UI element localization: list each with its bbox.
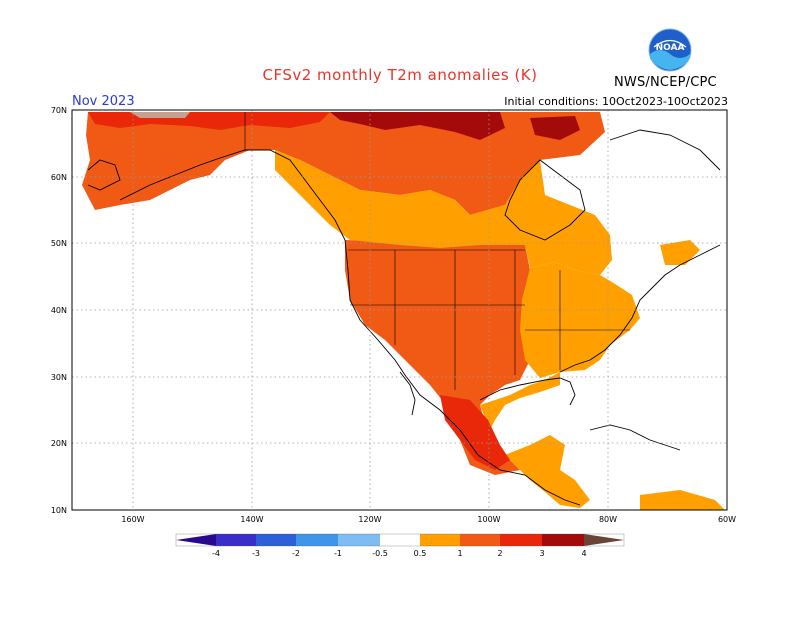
legend-label: -1 bbox=[334, 549, 342, 558]
anomaly-region-1to2-conus-mexico bbox=[345, 240, 530, 475]
legend-label: -4 bbox=[212, 549, 220, 558]
legend-swatch bbox=[296, 534, 338, 546]
lon-axis: 160W 140W 120W 100W 80W 60W bbox=[121, 515, 736, 524]
legend-swatch bbox=[420, 534, 460, 546]
forecast-month: Nov 2023 bbox=[72, 94, 135, 109]
anomaly-region-0p5to1-eastern-us bbox=[520, 262, 640, 378]
legend-swatch bbox=[542, 534, 584, 546]
legend-label: -3 bbox=[252, 549, 260, 558]
legend-label: 3 bbox=[539, 549, 544, 558]
legend-label: -0.5 bbox=[372, 549, 388, 558]
anomaly-fields bbox=[82, 112, 725, 510]
legend-arrow-low bbox=[176, 534, 216, 546]
political-borders bbox=[244, 112, 630, 390]
logo-text: NOAA bbox=[656, 43, 685, 53]
lat-label: 40N bbox=[51, 306, 67, 315]
legend-arrow-high bbox=[584, 534, 624, 546]
lon-label: 120W bbox=[358, 515, 381, 524]
legend-swatch bbox=[500, 534, 542, 546]
coastlines bbox=[87, 129, 721, 506]
legend-label: 0.5 bbox=[414, 549, 427, 558]
anomaly-region-3to4-baffin bbox=[530, 116, 580, 140]
graticule bbox=[72, 110, 727, 510]
legend-swatch bbox=[256, 534, 296, 546]
lat-axis: 70N 60N 50N 40N 30N 20N 10N bbox=[51, 106, 67, 515]
legend-swatch bbox=[216, 534, 256, 546]
legend-swatch bbox=[460, 534, 500, 546]
lon-label: 100W bbox=[477, 515, 500, 524]
agency-credit: NWS/NCEP/CPC bbox=[614, 75, 717, 90]
anomaly-region-0p5to1-gulf-coast bbox=[480, 372, 560, 430]
lat-label: 20N bbox=[51, 439, 67, 448]
legend-label: -2 bbox=[292, 549, 300, 558]
legend-label: 4 bbox=[581, 549, 586, 558]
legend-swatch bbox=[338, 534, 380, 546]
map-title: CFSv2 monthly T2m anomalies (K) bbox=[262, 66, 538, 84]
legend-label: 1 bbox=[457, 549, 462, 558]
lat-label: 50N bbox=[51, 239, 67, 248]
anomaly-region-2to3-mexico bbox=[440, 395, 510, 470]
legend-label: 2 bbox=[497, 549, 502, 558]
anomaly-region-0p5to1-central-america bbox=[505, 435, 590, 508]
initial-conditions: Initial conditions: 10Oct2023-10Oct2023 bbox=[504, 95, 728, 108]
anomaly-region-3to4-high-arctic bbox=[330, 112, 505, 140]
lon-label: 80W bbox=[599, 515, 617, 524]
lat-label: 60N bbox=[51, 173, 67, 182]
lon-label: 60W bbox=[718, 515, 736, 524]
lat-label: 30N bbox=[51, 373, 67, 382]
anomaly-region-0p5to1-south-america bbox=[640, 490, 725, 510]
lon-label: 140W bbox=[240, 515, 263, 524]
anomaly-region-0p5to1-labrador bbox=[660, 240, 700, 265]
lat-label: 10N bbox=[51, 506, 67, 515]
lon-label: 160W bbox=[121, 515, 144, 524]
lat-label: 70N bbox=[51, 106, 67, 115]
color-legend: -4 -3 -2 -1 -0.5 0.5 1 2 3 4 bbox=[175, 533, 625, 558]
map-frame bbox=[71, 109, 728, 511]
legend-swatch bbox=[380, 534, 420, 546]
noaa-logo-icon: NOAA bbox=[648, 28, 692, 72]
anomaly-region-over4 bbox=[130, 112, 190, 118]
anomaly-region-0p5to1-central-canada bbox=[275, 150, 612, 275]
